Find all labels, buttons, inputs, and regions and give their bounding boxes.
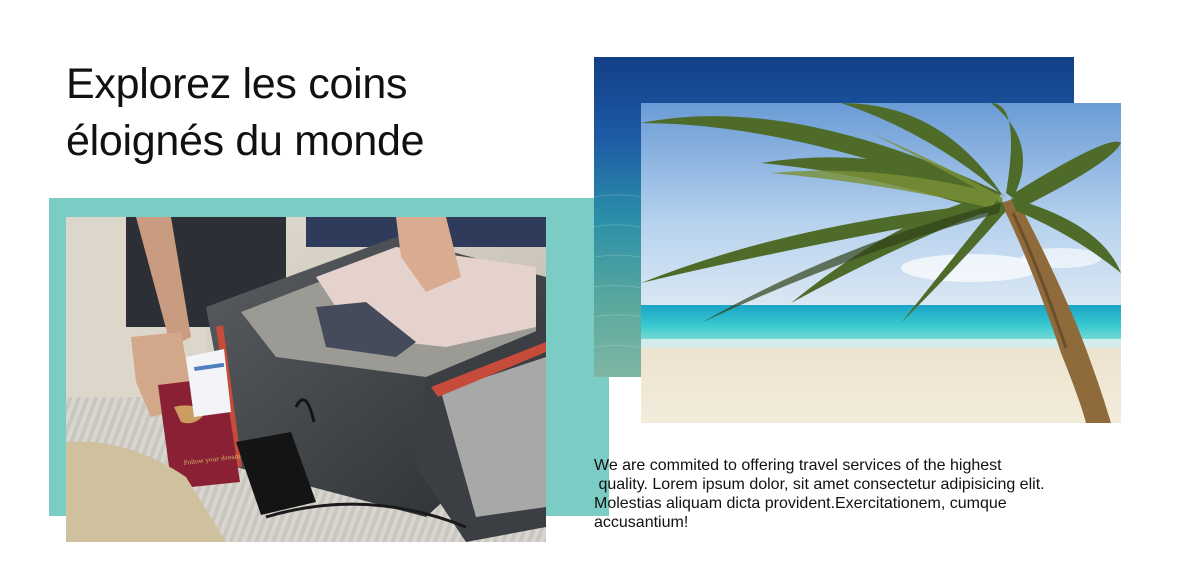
description-line-1: We are commited to offering travel servi… [594,457,1002,474]
description-line-4: accusantium! [594,514,689,531]
beach-photo [641,103,1121,423]
description-line-2: quality. Lorem ipsum dolor, sit amet con… [594,476,1045,493]
description-line-3: Molestias aliquam dicta provident.Exerci… [594,495,1007,512]
page-title-line-2: éloignés du monde [66,117,425,165]
page-title: Explorez les coins éloignés du monde [66,56,526,170]
description-text: We are commited to offering travel servi… [594,456,1154,532]
page-title-line-1: Explorez les coins [66,60,408,108]
luggage-photo: Follow your dream [66,217,546,542]
